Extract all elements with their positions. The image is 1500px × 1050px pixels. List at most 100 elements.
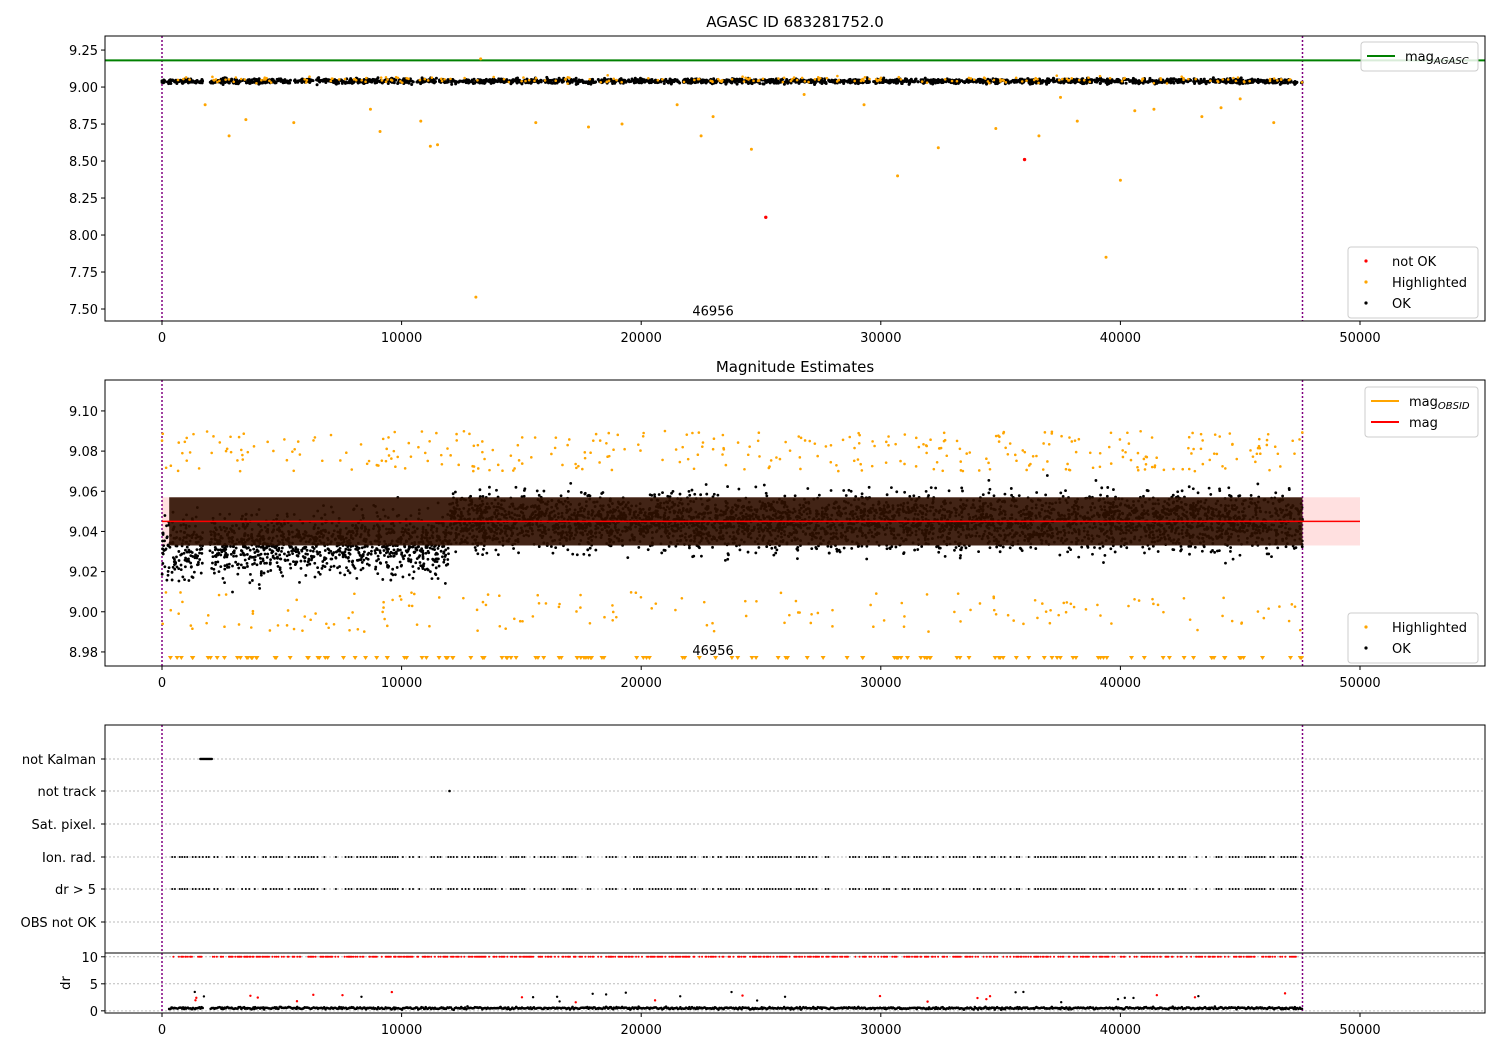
data-point bbox=[373, 549, 377, 552]
data-point bbox=[1052, 77, 1056, 81]
data-point bbox=[288, 81, 292, 85]
data-point bbox=[754, 485, 758, 489]
data-point bbox=[200, 81, 204, 85]
data-point bbox=[1178, 80, 1182, 84]
data-point bbox=[725, 78, 729, 82]
highlighted-point bbox=[782, 76, 786, 80]
data-point bbox=[352, 80, 356, 84]
highlighted-point bbox=[620, 122, 624, 126]
data-point bbox=[976, 79, 980, 83]
legend-subscript: AGASC bbox=[1433, 56, 1469, 67]
highlighted-point bbox=[330, 77, 334, 80]
data-point bbox=[406, 80, 410, 84]
data-point bbox=[762, 82, 766, 86]
data-point bbox=[662, 81, 666, 85]
highlighted-point bbox=[380, 79, 384, 82]
highlighted-point bbox=[394, 75, 398, 79]
data-point bbox=[824, 82, 828, 86]
highlighted-point bbox=[1300, 80, 1304, 84]
data-point bbox=[232, 554, 235, 558]
data-point bbox=[417, 567, 421, 570]
data-point bbox=[276, 549, 280, 553]
data-point bbox=[381, 545, 384, 549]
highlighted-point bbox=[615, 78, 618, 82]
data-point bbox=[496, 80, 500, 84]
data-point bbox=[179, 563, 183, 567]
data-point bbox=[296, 80, 300, 84]
data-point bbox=[865, 76, 869, 80]
highlighted-point bbox=[1065, 77, 1069, 81]
highlighted-point bbox=[936, 146, 940, 150]
data-point bbox=[995, 545, 999, 549]
data-point bbox=[239, 553, 243, 557]
data-point bbox=[350, 78, 354, 82]
data-point bbox=[964, 546, 968, 550]
data-point bbox=[402, 77, 406, 81]
highlighted-point bbox=[711, 115, 715, 119]
highlighted-point bbox=[419, 119, 423, 123]
data-point bbox=[169, 82, 173, 86]
highlighted-point bbox=[1025, 79, 1028, 82]
data-point bbox=[323, 79, 327, 83]
x-tick-label: 30000 bbox=[860, 331, 901, 346]
data-point bbox=[867, 485, 871, 489]
data-point bbox=[335, 79, 339, 83]
data-point bbox=[932, 79, 936, 83]
data-point bbox=[245, 562, 249, 565]
data-point bbox=[1276, 546, 1280, 550]
data-point bbox=[315, 83, 319, 87]
data-point bbox=[234, 546, 238, 550]
data-point bbox=[496, 553, 500, 557]
highlighted-point bbox=[1087, 76, 1090, 80]
data-point bbox=[566, 548, 570, 552]
data-point bbox=[427, 551, 431, 555]
data-point bbox=[959, 554, 962, 557]
data-point bbox=[645, 79, 649, 83]
data-point bbox=[1044, 493, 1048, 497]
data-point bbox=[408, 77, 412, 81]
highlighted-point bbox=[999, 80, 1002, 83]
highlighted-point bbox=[389, 78, 393, 82]
data-point bbox=[386, 81, 390, 85]
data-point bbox=[728, 80, 732, 84]
data-point bbox=[578, 79, 582, 83]
data-point bbox=[764, 80, 768, 84]
data-point bbox=[555, 81, 559, 85]
data-point bbox=[827, 78, 831, 82]
data-point bbox=[316, 566, 320, 569]
data-point bbox=[389, 554, 393, 558]
data-point bbox=[1280, 81, 1284, 85]
plot-content bbox=[160, 380, 1360, 666]
data-point bbox=[497, 77, 501, 81]
highlighted-point bbox=[426, 79, 430, 82]
highlighted-point bbox=[744, 76, 747, 80]
data-point bbox=[195, 79, 199, 83]
highlighted-point bbox=[742, 80, 746, 83]
data-point bbox=[765, 545, 769, 549]
data-point bbox=[1080, 545, 1084, 549]
highlighted-point bbox=[967, 76, 971, 80]
data-point bbox=[275, 561, 279, 565]
data-point bbox=[1092, 78, 1096, 82]
data-point bbox=[265, 555, 269, 559]
data-point bbox=[408, 553, 412, 557]
data-point bbox=[1133, 78, 1137, 82]
data-point bbox=[754, 78, 758, 82]
highlighted-point bbox=[803, 80, 807, 83]
highlighted-point bbox=[1180, 75, 1183, 78]
data-point bbox=[702, 78, 706, 82]
highlighted-point bbox=[943, 78, 947, 81]
data-point bbox=[754, 551, 758, 555]
data-point bbox=[255, 79, 259, 83]
data-point bbox=[770, 546, 774, 550]
data-point bbox=[1172, 81, 1176, 85]
data-point bbox=[281, 79, 285, 83]
data-point bbox=[916, 80, 920, 84]
data-point bbox=[749, 80, 753, 84]
data-point bbox=[383, 554, 386, 557]
data-point bbox=[670, 491, 673, 495]
data-point bbox=[1249, 494, 1253, 497]
highlighted-point bbox=[211, 75, 214, 79]
data-point bbox=[892, 78, 896, 82]
highlighted-point bbox=[449, 77, 452, 81]
